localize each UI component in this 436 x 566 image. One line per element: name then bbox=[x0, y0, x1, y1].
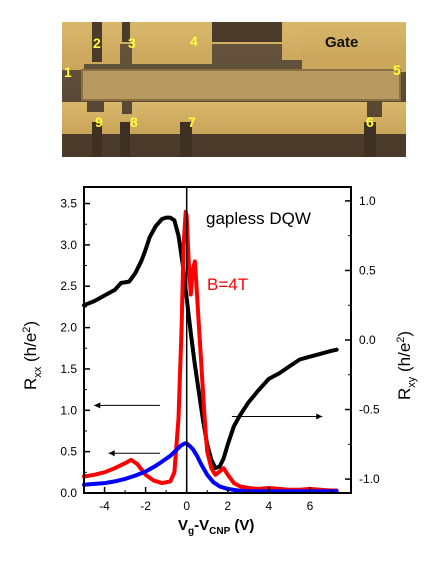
pad-label-1: 1 bbox=[64, 64, 72, 80]
axis-arrow-2 bbox=[231, 413, 323, 420]
left-tick-label-7: 3.5 bbox=[60, 197, 77, 211]
gate-label: Gate bbox=[325, 34, 359, 51]
transport-chart: -4 -2 0 2 4 6 0.0 0.5 1.0 1.5 2.0 2.5 3.0 3.5 -1.0 -0… bbox=[21, 186, 418, 537]
x-tick-label-1: -2 bbox=[140, 499, 151, 513]
left-y-axis-label: Rxx (h/e2) bbox=[21, 321, 44, 390]
lead-9 bbox=[92, 122, 102, 157]
pad-label-8: 8 bbox=[130, 114, 138, 130]
series-line-2 bbox=[82, 441, 339, 494]
right-tick-label-0: -1.0 bbox=[359, 472, 380, 486]
lead-6 bbox=[364, 122, 376, 157]
x-tick-label-4: 4 bbox=[266, 499, 273, 513]
right-y-axis-label: Rxy (h/e2) bbox=[395, 331, 418, 400]
pad-label-9: 9 bbox=[95, 114, 103, 130]
pad-label-6: 6 bbox=[366, 114, 374, 130]
pad-label-7: 7 bbox=[188, 114, 196, 130]
device-micrograph: 1 2 3 4 5 6 7 8 9 Gate bbox=[62, 22, 406, 157]
right-axis-ticks: -1.0 -0.5 0.0 0.5 1.0 bbox=[345, 194, 380, 486]
hall-bar-mesa bbox=[81, 69, 401, 101]
left-tick-label-1: 0.5 bbox=[60, 445, 77, 459]
pad-label-2: 2 bbox=[93, 35, 101, 51]
right-tick-label-1: -0.5 bbox=[359, 403, 380, 417]
left-tick-label-0: 0.0 bbox=[60, 486, 77, 500]
left-tick-label-4: 2.0 bbox=[60, 321, 77, 335]
right-tick-label-2: 0.0 bbox=[359, 333, 376, 347]
x-tick-label-3: 2 bbox=[224, 499, 231, 513]
left-tick-label-2: 1.0 bbox=[60, 403, 77, 417]
series-layer bbox=[82, 187, 339, 494]
series-line-0 bbox=[82, 215, 339, 470]
axis-arrow-1 bbox=[108, 450, 160, 457]
series-line-1 bbox=[82, 209, 339, 493]
left-tick-label-3: 1.5 bbox=[60, 362, 77, 376]
right-tick-label-4: 1.0 bbox=[359, 194, 376, 208]
plot-frame bbox=[83, 186, 352, 494]
top-lead-4 bbox=[212, 22, 282, 42]
top-lead-3 bbox=[122, 22, 130, 42]
top-lead-2 bbox=[92, 22, 102, 62]
pad-label-5: 5 bbox=[393, 62, 401, 78]
axis-arrow-0 bbox=[94, 402, 160, 409]
bottom-substrate bbox=[62, 134, 406, 157]
bottom-contact-region bbox=[62, 102, 406, 134]
left-tick-label-6: 3.0 bbox=[60, 238, 77, 252]
annotation-field: B=4T bbox=[207, 275, 248, 294]
x-tick-label-5: 6 bbox=[307, 499, 314, 513]
x-axis-label: Vg-VCNP (V) bbox=[178, 517, 254, 537]
right-tick-label-3: 0.5 bbox=[359, 263, 376, 277]
annotation-gapless-dqw: gapless DQW bbox=[206, 209, 311, 228]
gate-electrode bbox=[302, 22, 406, 62]
left-tick-label-5: 2.5 bbox=[60, 279, 77, 293]
device-drawing bbox=[62, 22, 406, 157]
x-tick-label-2: 0 bbox=[183, 499, 190, 513]
lead-8 bbox=[120, 122, 130, 157]
x-tick-label-0: -4 bbox=[99, 499, 110, 513]
pad-label-3: 3 bbox=[128, 35, 136, 51]
pad-label-4: 4 bbox=[190, 33, 198, 49]
arrow-layer bbox=[94, 402, 323, 457]
left-axis-ticks: 0.0 0.5 1.0 1.5 2.0 2.5 3.0 3.5 bbox=[60, 197, 90, 500]
x-axis-ticks: -4 -2 0 2 4 6 bbox=[99, 487, 352, 513]
lead-7 bbox=[180, 122, 192, 157]
